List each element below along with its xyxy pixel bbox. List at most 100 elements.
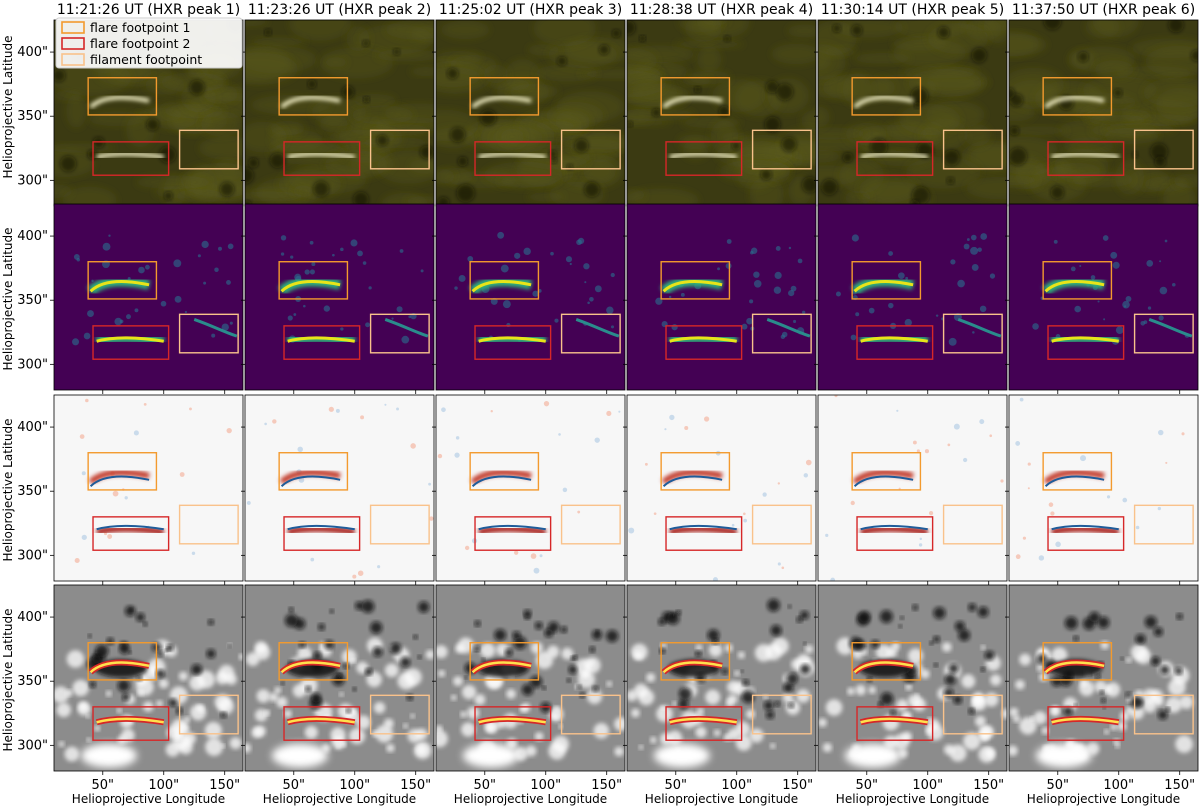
box-flare-footpoint-1 <box>660 452 731 491</box>
panel-difference-2 <box>241 394 435 585</box>
x-tick-label: 100" <box>339 778 370 793</box>
box-filament-footpoint <box>178 694 239 735</box>
panel-magnetogram-4: 50" 100" 150" <box>623 584 817 793</box>
legend-swatch-filament <box>61 53 85 66</box>
y-axis-label-row-4: Helioprojective Latitude <box>1 608 15 751</box>
box-flare-footpoint-2 <box>1047 516 1125 551</box>
box-flare-footpoint-2 <box>1047 141 1125 176</box>
y-axis-labels: Helioprojective Latitude Helioprojective… <box>1 35 15 751</box>
panel-frame <box>435 584 626 772</box>
box-flare-footpoint-1 <box>87 452 158 491</box>
panel-frame <box>817 394 1008 582</box>
panel-grid: 300"350"400"300"350"400"300"350"400"300"… <box>17 19 1199 793</box>
y-tick-label: 300" <box>17 357 48 372</box>
panel-aia-1600-6 <box>1005 19 1199 210</box>
column-title-5: 11:30:14 UT (HXR peak 5) <box>821 2 1004 18</box>
column-title-1: 11:21:26 UT (HXR peak 1) <box>57 2 240 18</box>
box-flare-footpoint-2 <box>665 516 743 551</box>
box-flare-footpoint-1 <box>851 77 922 116</box>
panel-frame <box>53 394 244 582</box>
column-title-6: 11:37:50 UT (HXR peak 6) <box>1012 2 1195 18</box>
box-flare-footpoint-2 <box>92 325 170 360</box>
box-flare-footpoint-1 <box>278 261 349 300</box>
panel-magnetogram-5: 50" 100" 150" <box>814 584 1008 793</box>
x-tick-label: 50" <box>665 778 688 793</box>
y-tick-label: 400" <box>17 229 48 244</box>
y-tick-label: 400" <box>17 610 48 625</box>
panel-background <box>1009 585 1198 771</box>
box-flare-footpoint-1 <box>660 642 731 681</box>
panel-background <box>1009 395 1198 581</box>
box-flare-footpoint-1 <box>87 642 158 681</box>
x-axis-label-col-2: Helioprojective Longitude <box>263 792 416 806</box>
box-flare-footpoint-1 <box>851 261 922 300</box>
x-axis-labels: Helioprojective Longitude Helioprojectiv… <box>72 792 1180 806</box>
box-flare-footpoint-1 <box>469 77 540 116</box>
box-flare-footpoint-2 <box>474 706 552 741</box>
box-flare-footpoint-1 <box>469 452 540 491</box>
x-axis-label-col-4: Helioprojective Longitude <box>645 792 798 806</box>
box-flare-footpoint-2 <box>856 141 934 176</box>
panel-magnetogram-1: 300" 350" 400" 50" 100" 150" <box>17 584 244 793</box>
panel-frame <box>435 203 626 391</box>
legend-label-footpoint-1: flare footpoint 1 <box>90 20 190 35</box>
box-flare-footpoint-1 <box>1042 452 1113 491</box>
box-flare-footpoint-2 <box>474 141 552 176</box>
box-filament-footpoint <box>560 694 621 735</box>
x-tick-label: 100" <box>530 778 561 793</box>
box-filament-footpoint <box>178 504 239 545</box>
box-filament-footpoint <box>178 313 239 354</box>
panel-frame <box>244 584 435 772</box>
box-filament-footpoint <box>751 694 812 735</box>
box-flare-footpoint-1 <box>851 452 922 491</box>
x-axis-label-col-6: Helioprojective Longitude <box>1027 792 1180 806</box>
box-flare-footpoint-2 <box>92 516 170 551</box>
panel-aia-1600-2 <box>241 19 435 210</box>
box-filament-footpoint <box>178 129 239 170</box>
box-filament-footpoint <box>560 129 621 170</box>
box-flare-footpoint-2 <box>283 141 361 176</box>
panel-frame <box>817 584 1008 772</box>
panel-intensity-2 <box>241 203 435 394</box>
x-tick-label: 50" <box>1047 778 1070 793</box>
y-tick-label: 350" <box>17 293 48 308</box>
box-filament-footpoint <box>751 129 812 170</box>
box-flare-footpoint-2 <box>92 706 170 741</box>
panel-difference-5 <box>814 394 1008 585</box>
y-tick-label: 350" <box>17 109 48 124</box>
box-filament-footpoint <box>560 313 621 354</box>
y-tick-label: 400" <box>17 45 48 60</box>
box-filament-footpoint <box>1133 313 1194 354</box>
y-tick-label: 350" <box>17 674 48 689</box>
x-axis-label-col-3: Helioprojective Longitude <box>454 792 607 806</box>
box-flare-footpoint-1 <box>278 452 349 491</box>
legend-label-filament: filament footpoint <box>90 52 202 67</box>
panel-magnetogram-6: 50" 100" 150" <box>1005 584 1199 793</box>
column-title-2: 11:23:26 UT (HXR peak 2) <box>248 2 431 18</box>
panel-intensity-5 <box>814 203 1008 394</box>
panel-frame <box>244 203 435 391</box>
panel-intensity-1: 300" 350" 400" <box>17 203 244 394</box>
box-flare-footpoint-2 <box>92 141 170 176</box>
box-filament-footpoint <box>751 504 812 545</box>
box-filament-footpoint <box>942 694 1003 735</box>
panel-difference-1: 300" 350" 400" <box>17 394 244 585</box>
column-title-3: 11:25:02 UT (HXR peak 3) <box>439 2 622 18</box>
column-titles: 11:21:26 UT (HXR peak 1) 11:23:26 UT (HX… <box>57 2 1195 18</box>
column-title-4: 11:28:38 UT (HXR peak 4) <box>630 2 813 18</box>
panel-intensity-6 <box>1005 203 1199 394</box>
x-tick-label: 150" <box>400 778 431 793</box>
panel-frame <box>435 394 626 582</box>
x-tick-label: 50" <box>283 778 306 793</box>
panel-frame <box>244 394 435 582</box>
panel-magnetogram-2: 50" 100" 150" <box>241 584 435 793</box>
panel-frame <box>53 203 244 391</box>
y-tick-label: 300" <box>17 173 48 188</box>
panel-frame <box>1008 394 1199 582</box>
panel-background <box>436 204 625 390</box>
panel-background <box>54 204 243 390</box>
box-flare-footpoint-2 <box>665 706 743 741</box>
box-flare-footpoint-1 <box>278 642 349 681</box>
box-flare-footpoint-1 <box>1042 77 1113 116</box>
